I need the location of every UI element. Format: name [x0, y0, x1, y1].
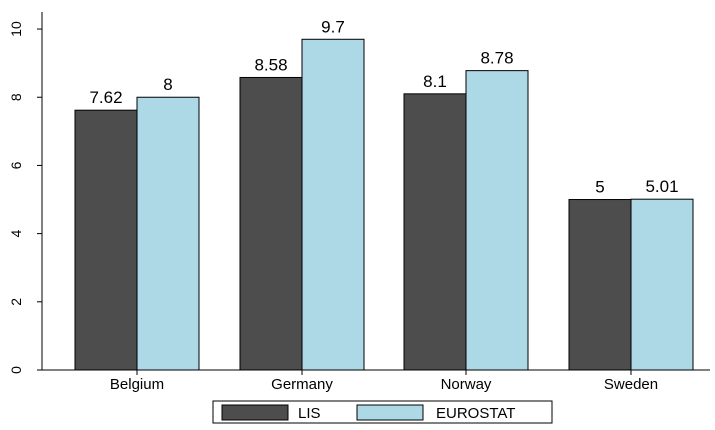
- bar-value-label: 8.1: [423, 72, 447, 91]
- y-tick-label: 8: [8, 93, 24, 101]
- legend: LIS EUROSTAT: [212, 400, 553, 424]
- bar-lis-sweden: [568, 199, 632, 371]
- bar-value-label: 7.62: [89, 88, 122, 107]
- bar-value-label: 5.01: [645, 177, 678, 196]
- legend-label-eurostat: EUROSTAT: [436, 405, 515, 422]
- bar-value-label: 8.58: [254, 55, 287, 74]
- value-labels: 7.62 8 8.58 9.7 8.1 8.78 5 5.01: [89, 17, 678, 196]
- legend-swatch-lis: [221, 404, 289, 421]
- bar-value-label: 8.78: [480, 49, 513, 68]
- y-tick-label: 10: [8, 21, 24, 37]
- bar-lis-norway: [403, 93, 467, 371]
- bar-eurostat-germany: [301, 38, 365, 371]
- bar-value-label: 8: [163, 75, 172, 94]
- bar-eurostat-sweden: [630, 198, 694, 371]
- bar-value-label: 5: [595, 178, 604, 197]
- legend-swatch-eurostat: [356, 404, 424, 421]
- bar-lis-belgium: [74, 109, 138, 371]
- x-tick-label: Sweden: [604, 376, 658, 393]
- y-tick-label: 6: [8, 161, 24, 169]
- x-tick-label: Norway: [441, 376, 492, 393]
- x-tick-label: Belgium: [110, 376, 164, 393]
- bar-lis-germany: [239, 76, 303, 371]
- x-axis: Belgium Germany Norway Sweden: [42, 369, 710, 393]
- bar-eurostat-norway: [465, 70, 529, 371]
- bars: [74, 38, 694, 371]
- bar-eurostat-belgium: [136, 96, 200, 371]
- x-tick-label: Germany: [271, 376, 333, 393]
- y-tick-label: 0: [8, 366, 24, 374]
- legend-label-lis: LIS: [298, 405, 321, 422]
- y-tick-label: 2: [8, 298, 24, 306]
- bar-value-label: 9.7: [321, 17, 345, 36]
- y-axis: 0 2 4 6 8 10: [8, 12, 43, 374]
- y-tick-label: 4: [8, 230, 24, 238]
